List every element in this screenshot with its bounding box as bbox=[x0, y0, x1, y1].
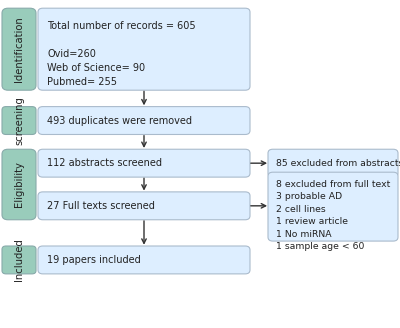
Text: 27 Full texts screened: 27 Full texts screened bbox=[47, 201, 155, 211]
FancyBboxPatch shape bbox=[38, 8, 250, 90]
FancyBboxPatch shape bbox=[38, 107, 250, 134]
Text: 493 duplicates were removed: 493 duplicates were removed bbox=[47, 115, 192, 126]
Text: Eligibility: Eligibility bbox=[14, 162, 24, 207]
Text: Included: Included bbox=[14, 238, 24, 281]
Text: 19 papers included: 19 papers included bbox=[47, 255, 141, 265]
FancyBboxPatch shape bbox=[38, 192, 250, 220]
FancyBboxPatch shape bbox=[2, 8, 36, 90]
FancyBboxPatch shape bbox=[2, 107, 36, 134]
Text: screening: screening bbox=[14, 96, 24, 145]
FancyBboxPatch shape bbox=[2, 246, 36, 274]
FancyBboxPatch shape bbox=[38, 149, 250, 177]
Text: 85 excluded from abstracts: 85 excluded from abstracts bbox=[276, 159, 400, 168]
FancyBboxPatch shape bbox=[38, 246, 250, 274]
Text: Identification: Identification bbox=[14, 16, 24, 82]
Text: 8 excluded from full text
3 probable AD
2 cell lines
1 review article
1 No miRNA: 8 excluded from full text 3 probable AD … bbox=[276, 180, 390, 251]
Text: 112 abstracts screened: 112 abstracts screened bbox=[47, 158, 162, 168]
Text: Total number of records = 605

Ovid=260
Web of Science= 90
Pubmed= 255: Total number of records = 605 Ovid=260 W… bbox=[47, 21, 196, 87]
FancyBboxPatch shape bbox=[268, 149, 398, 177]
FancyBboxPatch shape bbox=[268, 172, 398, 241]
FancyBboxPatch shape bbox=[2, 149, 36, 220]
